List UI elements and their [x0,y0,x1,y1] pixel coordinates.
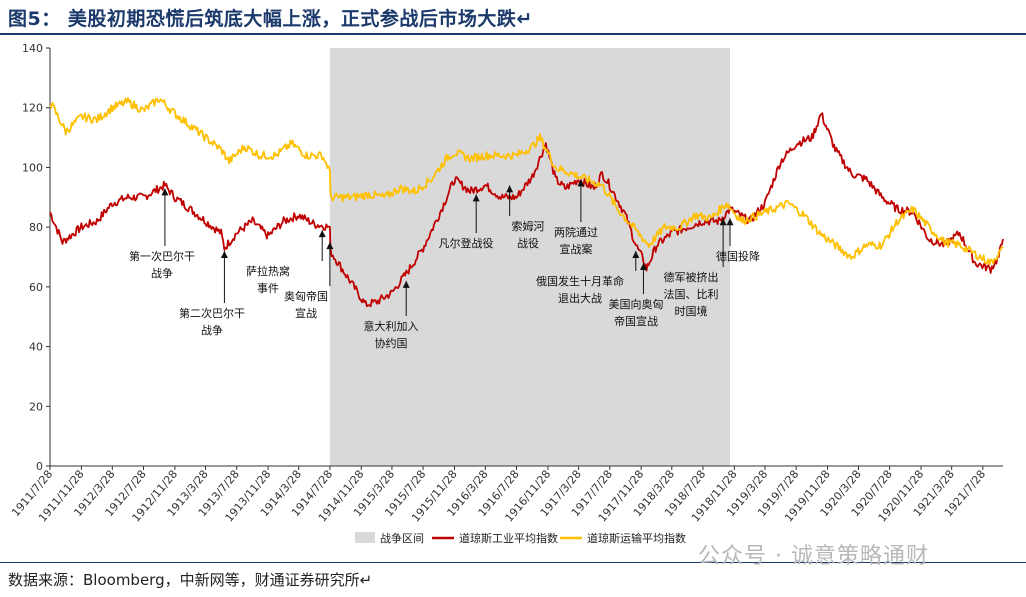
annotation-arrow-head [326,242,334,250]
annotation-text: 奥匈帝国 [284,289,328,303]
y-tick-label: 20 [29,400,43,413]
series-line-dow-transport [49,97,1004,266]
y-tick-label: 80 [29,221,43,234]
annotation-text: 法国、比利 [664,287,719,301]
annotation: 德国投降 [716,218,760,263]
annotation-arrow-head [402,280,410,288]
annotation-text: 宣战 [295,306,317,320]
annotation-arrow-head [719,218,727,226]
annotation-text: 索姆河 [512,219,545,233]
annotation-text: 事件 [257,282,279,295]
y-tick-label: 0 [36,460,43,473]
annotation-text: 萨拉热窝 [246,264,290,278]
annotation-text: 俄国发生十月革命 [536,274,624,288]
annotation-arrow-head [639,262,647,270]
watermark: 公众号 · 诚意策略通财 [698,544,929,569]
annotation-text: 德军被挤出 [664,270,719,284]
annotation: 凡尔登战役 [439,194,494,250]
annotation-text: 德国投降 [716,249,760,263]
legend-label-war: 战争区间 [380,531,424,545]
annotation-text: 战争 [201,323,223,337]
annotation-arrow-head [632,251,640,259]
legend-label-series: 道琼斯工业平均指数 [459,531,558,545]
annotation-text: 时国境 [675,304,708,318]
source-note: 数据来源：Bloomberg，中新网等，财通证券研究所↵ [8,571,373,589]
annotation-arrow-head [506,185,514,193]
figure-title: 图5： 美股初期恐慌后筑底大幅上涨，正式参战后市场大跌↵ [8,8,533,30]
annotation-arrow-head [472,194,480,202]
war-period-shade [329,48,731,466]
annotation-text: 帝国宣战 [614,314,658,328]
annotation-arrow-head [161,188,169,196]
annotation-text: 第一次巴尔干 [129,249,195,263]
annotation-text: 退出大战 [558,291,602,305]
annotation-arrow-head [726,218,734,226]
legend-swatch-war [355,532,375,543]
title-divider [0,33,1026,35]
annotation-text: 美国向奥匈 [609,297,664,311]
y-tick-label: 60 [29,281,43,294]
legend-label-series: 道琼斯运输平均指数 [587,531,686,545]
y-tick-label: 40 [29,341,43,354]
annotation-text: 战役 [517,236,539,250]
annotation-arrow-head [220,251,228,259]
annotation-text: 意大利加入 [364,319,419,333]
annotation-text: 宣战案 [560,242,593,256]
bottom-divider [0,562,1026,563]
y-tick-label: 140 [22,42,43,55]
annotation-text: 战争 [151,266,173,280]
annotation-arrow-head [577,179,585,187]
annotation-text: 协约国 [375,336,408,350]
annotation-arrow-head [318,230,326,238]
y-tick-label: 100 [22,161,43,174]
annotation-text: 凡尔登战役 [439,236,494,250]
annotation-text: 第二次巴尔干 [179,306,245,320]
chart: 0204060801001201401911/7/281911/11/28191… [9,42,1004,545]
y-tick-label: 120 [22,102,43,115]
series-line-dow-industrial [49,112,1004,308]
annotation-text: 两院通过 [554,225,598,239]
